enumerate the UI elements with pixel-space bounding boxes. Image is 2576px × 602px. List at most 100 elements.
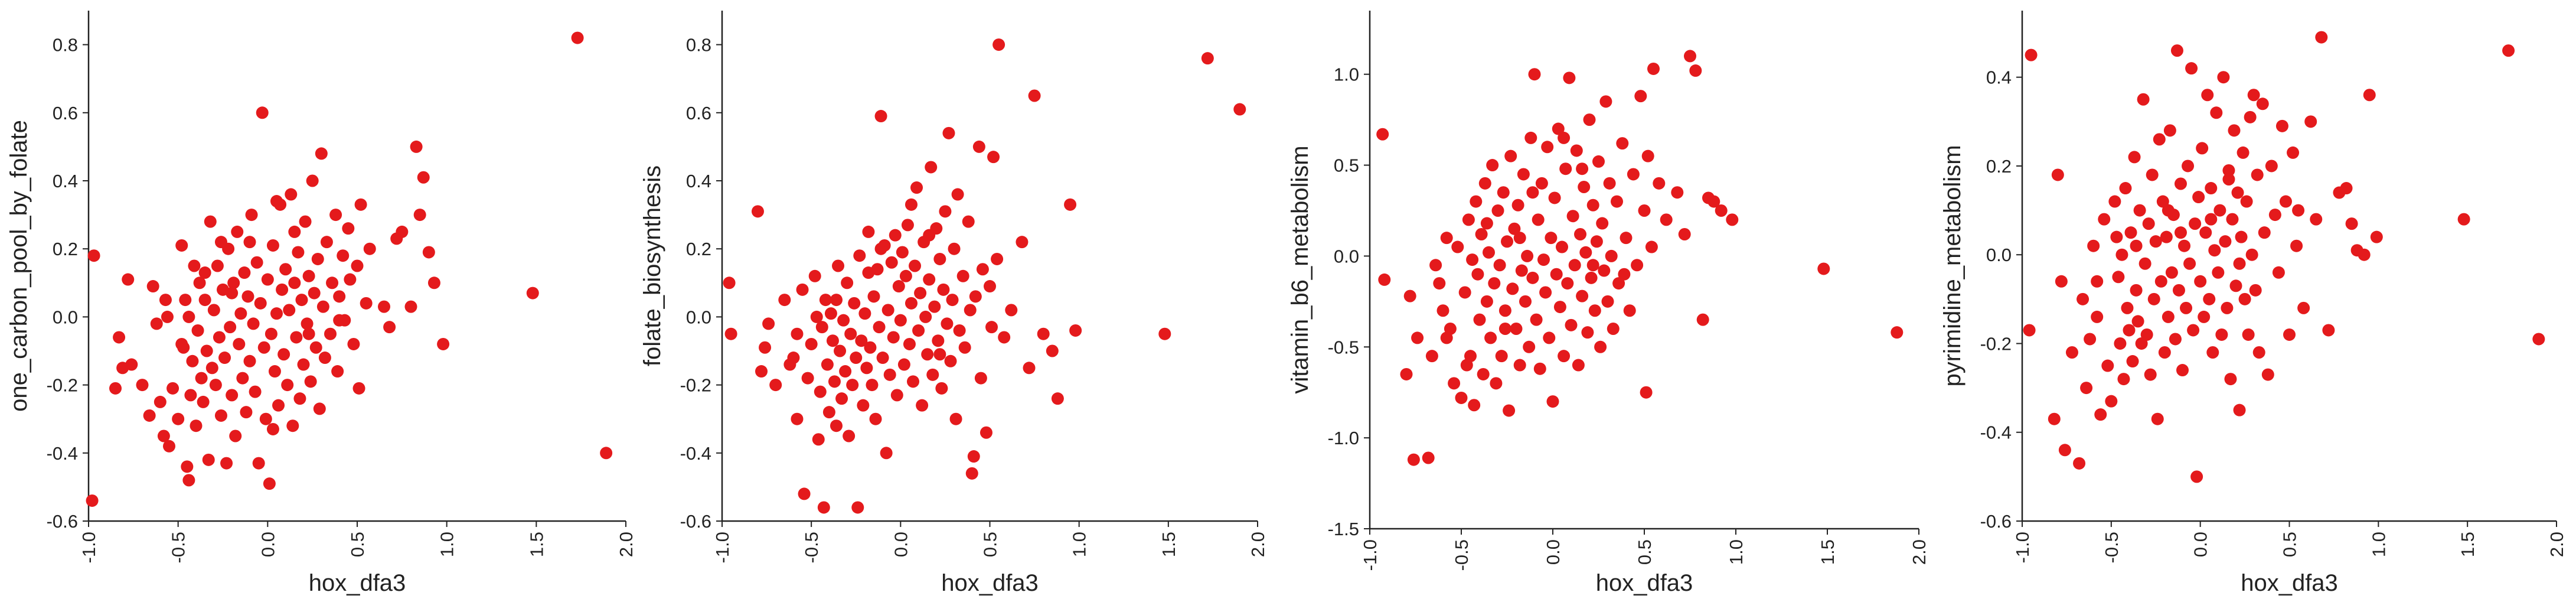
data-point [1590, 235, 1603, 248]
data-point [985, 321, 998, 334]
data-point [1488, 277, 1501, 290]
data-point [337, 249, 350, 262]
data-point [932, 334, 945, 347]
data-point [286, 419, 299, 432]
data-point [1689, 64, 1702, 77]
data-point [869, 412, 882, 425]
data-point [1480, 295, 1493, 308]
data-point [1517, 168, 1530, 181]
data-point [1616, 137, 1629, 150]
data-point [1726, 213, 1739, 226]
x-tick-label: 2.0 [616, 532, 636, 557]
data-point [190, 419, 203, 432]
data-point [2153, 133, 2166, 146]
data-point [923, 273, 936, 286]
data-point [218, 352, 231, 365]
data-point [308, 287, 321, 300]
data-point [844, 327, 857, 340]
data-point [2185, 62, 2198, 75]
x-tick-label: 1.0 [1726, 539, 1746, 565]
data-point [949, 412, 962, 425]
data-point [2258, 226, 2271, 239]
data-point [2233, 257, 2246, 270]
data-point [2457, 213, 2470, 226]
x-tick-label: -0.5 [2101, 532, 2122, 563]
data-point [2162, 310, 2175, 323]
y-tick-label: 0.0 [1334, 246, 1359, 266]
data-point [2363, 89, 2376, 102]
data-point [2149, 235, 2162, 248]
x-tick-label: 2.0 [1248, 532, 1268, 557]
x-tick-label: -1.0 [712, 532, 733, 563]
data-point [1653, 177, 1666, 190]
data-point [1458, 286, 1471, 299]
data-point [965, 467, 978, 480]
data-point [2242, 328, 2255, 341]
data-point [1817, 262, 1830, 275]
data-point [830, 419, 843, 432]
data-point [2025, 48, 2038, 61]
data-point [946, 294, 959, 307]
y-tick-label: -0.5 [1328, 337, 1359, 357]
data-point [921, 348, 934, 361]
y-tick-label: -0.6 [680, 511, 711, 532]
y-tick-label: 0.8 [53, 35, 78, 56]
data-point [874, 242, 887, 255]
data-point [2502, 44, 2515, 57]
data-point [2222, 173, 2235, 186]
data-point [2128, 151, 2141, 164]
data-point [1028, 89, 1041, 102]
data-point [896, 246, 909, 259]
data-point [125, 358, 138, 371]
data-point [1407, 453, 1420, 466]
data-point [926, 368, 939, 381]
data-point [243, 236, 256, 249]
data-point [867, 290, 880, 303]
data-point [2222, 164, 2235, 177]
data-point [925, 161, 938, 174]
data-point [815, 321, 828, 334]
data-point [2226, 213, 2239, 226]
data-point [2203, 292, 2216, 305]
data-point [1515, 264, 1528, 277]
data-point [1422, 451, 1435, 464]
data-point [1533, 362, 1546, 375]
data-point [2219, 235, 2232, 248]
data-point [796, 283, 809, 296]
data-point [967, 450, 980, 463]
data-point [333, 290, 346, 303]
data-point [2172, 284, 2185, 297]
data-point [1553, 301, 1566, 314]
data-point [352, 382, 365, 395]
y-axis-label: folate_biosynthesis [639, 165, 665, 366]
data-point [2146, 168, 2159, 181]
data-point [1535, 177, 1548, 190]
data-point [313, 402, 326, 415]
data-point [2358, 248, 2371, 261]
data-point [2176, 364, 2189, 377]
data-point [992, 38, 1005, 51]
y-tick-label: 0.2 [686, 239, 711, 259]
data-point [866, 379, 879, 392]
data-point [290, 331, 303, 344]
y-tick-label: -0.2 [680, 375, 711, 396]
data-point [265, 327, 277, 340]
data-point [2131, 315, 2144, 328]
data-point [1493, 259, 1506, 272]
data-point [1468, 399, 1481, 412]
data-point [2144, 368, 2157, 381]
data-point [2160, 230, 2173, 243]
data-point [824, 307, 837, 320]
data-point [2268, 209, 2281, 222]
data-point [297, 358, 310, 371]
data-point [195, 372, 208, 385]
data-point [2108, 195, 2121, 208]
data-point [791, 412, 804, 425]
data-point [299, 215, 312, 228]
data-point [1513, 359, 1526, 372]
data-point [2215, 328, 2228, 341]
y-tick-label: 0.0 [1986, 245, 2012, 265]
data-point [306, 174, 319, 187]
data-point [1543, 331, 1556, 344]
